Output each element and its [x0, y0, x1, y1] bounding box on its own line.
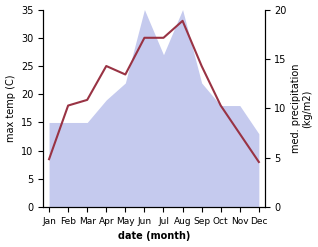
Y-axis label: med. precipitation
(kg/m2): med. precipitation (kg/m2)	[291, 64, 313, 153]
X-axis label: date (month): date (month)	[118, 231, 190, 242]
Y-axis label: max temp (C): max temp (C)	[5, 75, 16, 142]
